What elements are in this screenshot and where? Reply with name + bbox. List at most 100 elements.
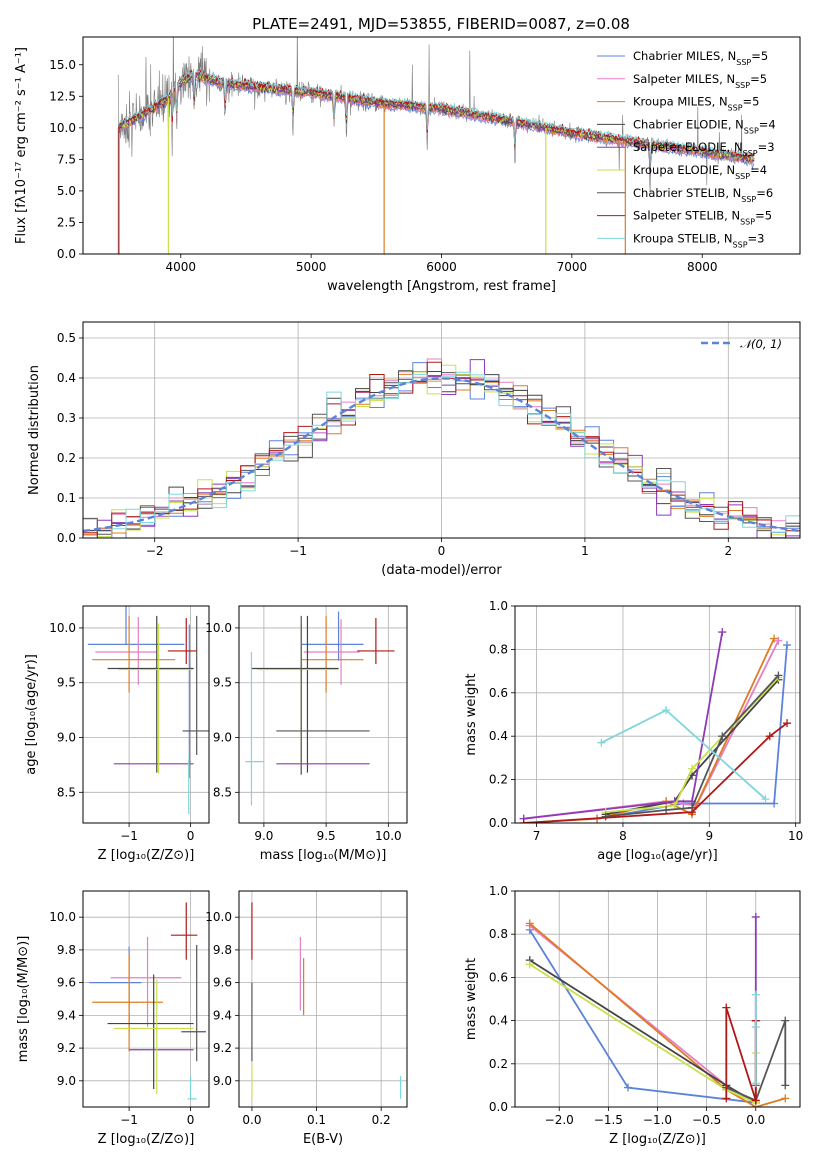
- y-tick-label: 0.8: [489, 927, 508, 941]
- x-tick-label: −0.5: [692, 1113, 721, 1127]
- spectrum-panel: 4000 5000 6000 7000 8000 0.0 2.5 5.0 7.5 10.0 12.5…: [14, 36, 801, 294]
- weight-marker: [662, 706, 671, 715]
- y-tick-label: 9.5: [57, 676, 76, 690]
- y-tick-label: 2.5: [57, 215, 76, 229]
- x-tick-label: 4000: [165, 260, 196, 274]
- weight-marker: [688, 764, 697, 773]
- weight-marker: [718, 732, 727, 741]
- x-tick-label: 7000: [557, 260, 588, 274]
- age-vs-mass-panel: 9.0 9.5 10.0 8.5 9.0 9.5 10.0 mass [log₁₀(M/M⊙)…: [205, 605, 408, 863]
- y-axis-label: mass weight: [464, 673, 479, 755]
- weight-marker: [770, 799, 779, 808]
- y-tick-label: 0.0: [57, 247, 76, 261]
- legend-entry: Chabrier STELIB, NSSP=6: [633, 186, 773, 204]
- x-tick-label: 9.0: [254, 829, 273, 843]
- y-tick-label: 15.0: [49, 58, 76, 72]
- weight-marker: [722, 1094, 731, 1103]
- x-tick-label: −1: [120, 829, 138, 843]
- x-tick-label: 0.0: [746, 1113, 765, 1127]
- x-tick-label: 8000: [687, 260, 718, 274]
- weight-line: [523, 722, 788, 823]
- y-tick-label: 8.5: [57, 785, 76, 799]
- y-tick-label: 0.1: [57, 491, 76, 505]
- x-tick-label: 0.0: [242, 1113, 261, 1127]
- spectrum-legend: Chabrier MILES, NSSP=5 Salpeter MILES, NS…: [597, 49, 776, 249]
- histogram-step: [83, 371, 800, 538]
- weight-line: [523, 640, 780, 820]
- y-axis-label: Normed distribution: [27, 365, 42, 495]
- weight-marker: [525, 960, 534, 969]
- y-tick-label: 5.0: [57, 184, 76, 198]
- y-tick-label: 9.5: [213, 676, 232, 690]
- weight-line: [605, 679, 780, 816]
- y-tick-label: 7.5: [57, 152, 76, 166]
- residuals-panel: −2 −1 0 1 2 0.0 0.1 0.2 0.3 0.4 0.5 (data-model)/er…: [27, 321, 801, 578]
- residuals-legend: 𝒩(0, 1): [701, 337, 782, 351]
- weight-line: [529, 922, 786, 1107]
- weight-marker: [718, 628, 727, 637]
- y-axis-label: age [log₁₀(age/yr)]: [24, 654, 39, 775]
- x-axis-label: wavelength [Angstrom, rest frame]: [327, 279, 556, 294]
- legend-entry: Salpeter STELIB, NSSP=5: [633, 209, 772, 227]
- x-tick-label: −1.0: [643, 1113, 672, 1127]
- legend-entry: Kroupa MILES, NSSP=5: [633, 95, 759, 113]
- weight-line: [725, 1020, 787, 1102]
- y-tick-label: 0.4: [57, 371, 76, 385]
- weight-marker: [624, 1083, 633, 1092]
- weight-marker: [783, 719, 792, 728]
- y-tick-label: 10.0: [205, 621, 232, 635]
- axes-frame: [82, 605, 210, 824]
- y-tick-label: 9.4: [57, 1008, 76, 1022]
- weight-marker: [765, 732, 774, 741]
- y-tick-label: 0.2: [489, 773, 508, 787]
- weight-marker: [751, 1023, 760, 1032]
- x-tick-label: −1.5: [594, 1113, 623, 1127]
- x-tick-label: 2: [724, 544, 732, 558]
- age-vs-Z-panel: −1 0 8.5 9.0 9.5 10.0 Z [log₁₀(Z/Z⊙)] age [log₁…: [24, 605, 210, 863]
- y-tick-label: 12.5: [49, 89, 76, 103]
- axes-frame: [82, 890, 210, 1108]
- weight-line: [596, 645, 788, 820]
- weight-marker: [781, 1094, 790, 1103]
- y-tick-label: 0.2: [489, 1057, 508, 1071]
- legend-entry: Chabrier ELODIE, NSSP=4: [633, 117, 776, 135]
- x-tick-label: 0: [438, 544, 446, 558]
- weight-line: [528, 929, 756, 1104]
- x-tick-label: −1: [120, 1113, 138, 1127]
- x-tick-label: 0: [187, 1113, 195, 1127]
- x-tick-label: −2: [146, 544, 164, 558]
- y-tick-label: 9.0: [57, 1074, 76, 1088]
- weight-marker: [662, 805, 671, 814]
- y-tick-label: 9.8: [57, 943, 76, 957]
- weight-line: [725, 1007, 757, 1101]
- weight-marker: [770, 634, 779, 643]
- y-tick-label: 9.0: [213, 1074, 232, 1088]
- legend-entry: Kroupa ELODIE, NSSP=4: [633, 163, 767, 181]
- x-axis-label: E(B-V): [303, 1132, 343, 1147]
- x-axis-label: Z [log₁₀(Z/Z⊙)]: [98, 1132, 195, 1147]
- x-tick-label: 9.5: [317, 829, 336, 843]
- histogram-step: [83, 361, 800, 538]
- y-tick-label: 9.0: [213, 731, 232, 745]
- axes-frame: [82, 321, 801, 539]
- axes-frame: [514, 605, 801, 824]
- figure-title: PLATE=2491, MJD=53855, FIBERID=0087, z=0…: [252, 15, 630, 33]
- weight-marker: [751, 912, 760, 921]
- weight-line: [605, 676, 780, 813]
- x-tick-label: 10: [788, 829, 803, 843]
- axes-frame: [238, 890, 408, 1108]
- x-tick-label: 9: [705, 829, 713, 843]
- weight-marker: [670, 801, 679, 810]
- y-tick-label: 0.6: [489, 686, 508, 700]
- weight-marker: [688, 808, 697, 817]
- mass-vs-ebv-panel: 0.0 0.1 0.2 9.0 9.2 9.4 9.6 9.8 10.0 E(B-V): [205, 890, 408, 1147]
- x-tick-label: 1: [581, 544, 589, 558]
- x-tick-label: 6000: [426, 260, 457, 274]
- y-tick-label: 0.5: [57, 331, 76, 345]
- y-tick-label: 9.4: [213, 1008, 232, 1022]
- y-tick-label: 9.2: [213, 1041, 232, 1055]
- y-tick-label: 10.0: [49, 121, 76, 135]
- x-axis-label: (data-model)/error: [381, 563, 502, 578]
- weight-vs-Z-panel: −2.0 −1.5 −1.0 −0.5 0.0 0.0 0.2 0.4 0.6 0.8 1.0 Z […: [464, 884, 801, 1147]
